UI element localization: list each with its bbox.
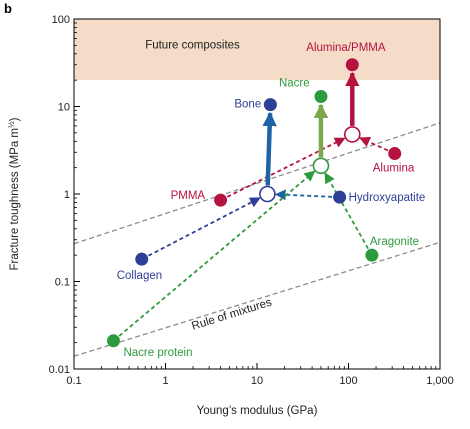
x-tick-label: 1 <box>162 375 168 387</box>
point-nacre-protein <box>106 334 120 348</box>
label-aragonite: Aragonite <box>370 236 419 248</box>
dashed-arrow-hydroxyapatite-to-bone-mix <box>274 189 333 201</box>
label-layer: Collagen PMMA Bone Nacre Alumina/PMMA Alumina… <box>117 42 426 359</box>
dashed-arrow-aragonite-to-nacre-mix <box>324 172 369 250</box>
panel-label: b <box>4 1 12 16</box>
future-composites-label: Future composites <box>145 40 240 52</box>
label-nacre: Nacre <box>279 78 310 90</box>
dashed-arrow-pmma-to-alumina-pmma-mix <box>226 137 346 198</box>
x-tick-label: 100 <box>339 375 357 387</box>
label-pmma: PMMA <box>171 190 206 202</box>
label-nacre-protein: Nacre protein <box>123 347 192 359</box>
point-layer <box>106 58 402 348</box>
rule-of-mixtures-label: Rule of mixtures <box>190 297 273 333</box>
x-tick-label: 0.1 <box>66 375 81 387</box>
y-tick-label: 100 <box>52 14 70 26</box>
label-hydroxyapatite: Hydroxyapatite <box>349 192 426 204</box>
y-axis-title-close: ) <box>9 117 21 121</box>
y-tick-label: 10 <box>58 102 70 114</box>
trend-line-1 <box>73 122 441 245</box>
x-tick-label: 1,000 <box>426 375 454 387</box>
solid-arrow-bone-mix-to-bone <box>262 111 277 186</box>
point-alumina-pmma <box>345 58 359 72</box>
arrow-layer <box>118 71 389 337</box>
point-alumina <box>388 147 402 161</box>
band-layer: Future composites <box>74 19 440 81</box>
point-alumina-pmma-mix <box>343 126 361 143</box>
point-nacre <box>314 90 328 104</box>
y-tick-label: 1 <box>64 189 70 201</box>
point-hydroxyapatite <box>333 190 347 204</box>
y-axis-title: Fracture toughness (MPa m½) <box>7 117 21 270</box>
label-bone: Bone <box>234 99 261 111</box>
x-axis-title: Young’s modulus (GPa) <box>197 405 318 417</box>
point-pmma <box>214 193 228 207</box>
label-alumina: Alumina <box>373 163 415 175</box>
point-aragonite <box>365 248 379 262</box>
point-collagen <box>135 252 149 266</box>
dashed-arrow-nacre-protein-to-nacre-mix <box>118 170 316 337</box>
dashed-arrow-alumina-to-alumina-pmma-mix <box>359 136 389 152</box>
label-collagen: Collagen <box>117 270 162 282</box>
label-alumina-pmma: Alumina/PMMA <box>306 42 386 54</box>
y-axis-title-main: Fracture toughness (MPa m <box>9 128 21 271</box>
y-tick-label: 0.1 <box>55 277 70 289</box>
future-composites-band <box>74 19 440 81</box>
point-bone <box>263 98 277 112</box>
point-bone-mix <box>259 185 276 203</box>
x-tick-label: 10 <box>251 375 263 387</box>
point-nacre-mix <box>312 157 330 175</box>
trend-line-2 <box>73 241 441 357</box>
dashed-arrow-collagen-to-bone-mix <box>147 197 261 257</box>
y-axis-title-superscript: ½ <box>7 121 16 128</box>
y-tick-label: 0.01 <box>49 364 70 376</box>
